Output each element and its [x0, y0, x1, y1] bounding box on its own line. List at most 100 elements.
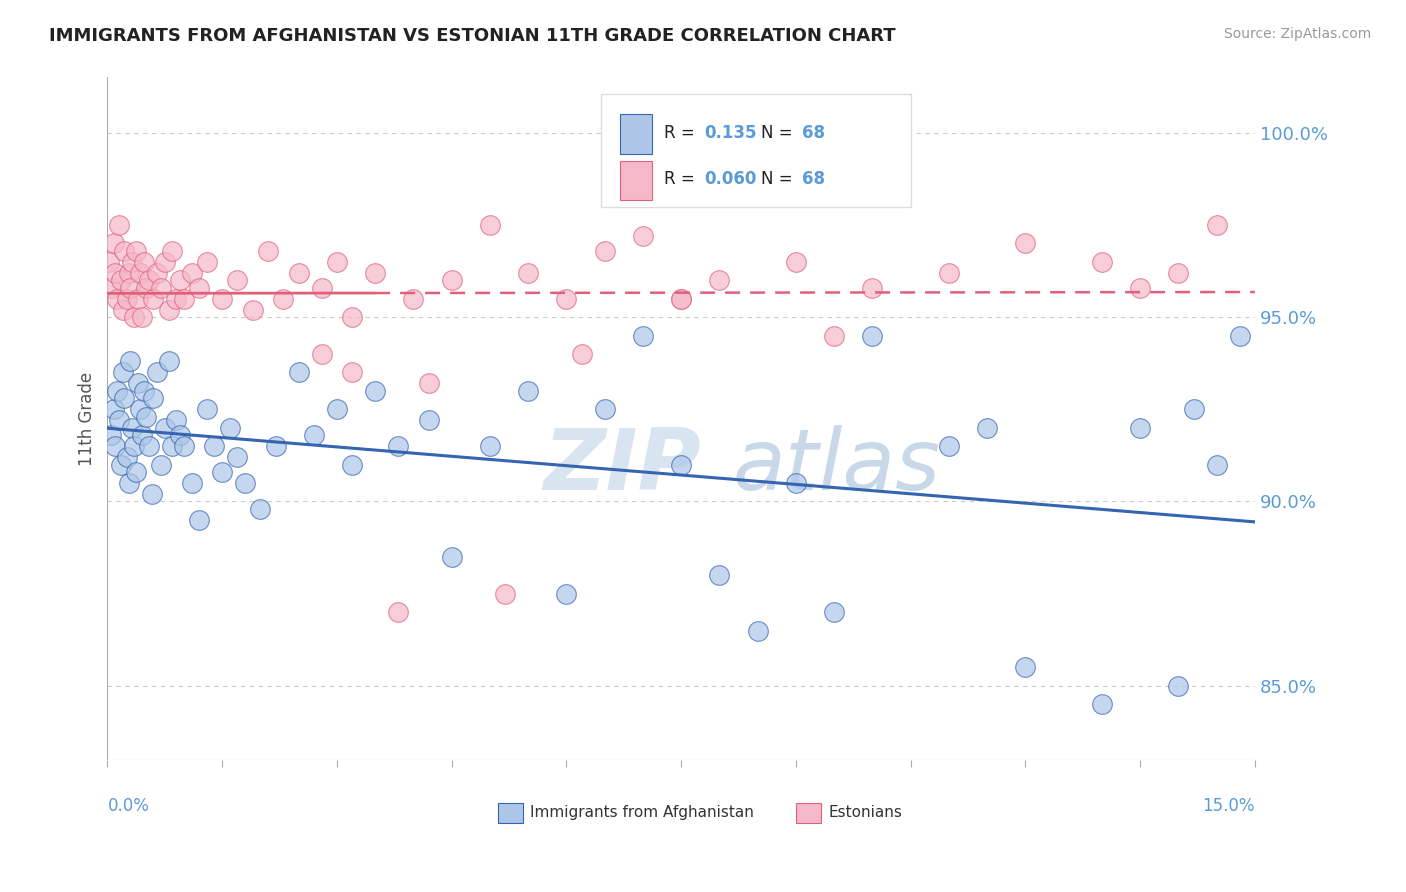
Point [169, 428, 191, 442]
Text: R =: R = [664, 124, 700, 142]
Point [669, 292, 692, 306]
Point [517, 266, 540, 280]
Point [115, 292, 138, 306]
Point [287, 266, 309, 280]
Point [142, 292, 165, 306]
Point [418, 376, 440, 391]
Text: N =: N = [762, 124, 799, 142]
Point [273, 292, 295, 306]
Text: 0.135: 0.135 [704, 124, 756, 142]
Point [340, 310, 363, 325]
Point [1167, 679, 1189, 693]
Point [97, 255, 120, 269]
Text: 0.0%: 0.0% [107, 797, 149, 815]
Point [340, 458, 363, 472]
Point [823, 605, 845, 619]
Point [135, 409, 157, 424]
Point [302, 428, 325, 442]
Point [157, 354, 180, 368]
Point [121, 255, 143, 269]
Point [100, 280, 122, 294]
Point [132, 384, 155, 398]
Text: Estonians: Estonians [828, 805, 901, 821]
Text: 68: 68 [801, 170, 824, 188]
Point [125, 465, 148, 479]
Point [149, 280, 172, 294]
Point [149, 458, 172, 472]
Text: Source: ZipAtlas.com: Source: ZipAtlas.com [1223, 27, 1371, 41]
Point [555, 292, 578, 306]
Point [169, 273, 191, 287]
Point [976, 421, 998, 435]
Point [105, 384, 128, 398]
Point [226, 450, 249, 465]
Point [860, 280, 883, 294]
Point [1129, 421, 1152, 435]
Text: IMMIGRANTS FROM AFGHANISTAN VS ESTONIAN 11TH GRADE CORRELATION CHART: IMMIGRANTS FROM AFGHANISTAN VS ESTONIAN … [49, 27, 896, 45]
Point [121, 421, 143, 435]
Point [1129, 280, 1152, 294]
Point [141, 487, 163, 501]
Point [131, 428, 153, 442]
Point [127, 292, 149, 306]
Point [112, 391, 135, 405]
Bar [620, 114, 652, 154]
Text: Immigrants from Afghanistan: Immigrants from Afghanistan [530, 805, 754, 821]
Point [593, 244, 616, 258]
Point [118, 476, 141, 491]
Point [188, 513, 211, 527]
Bar [796, 803, 821, 823]
Point [1091, 255, 1114, 269]
Point [747, 624, 769, 638]
Y-axis label: 11th Grade: 11th Grade [79, 371, 96, 466]
Point [478, 218, 501, 232]
Point [105, 292, 128, 306]
Point [128, 402, 150, 417]
Point [823, 328, 845, 343]
Text: R =: R = [664, 170, 700, 188]
Point [146, 366, 169, 380]
Point [669, 292, 692, 306]
Point [204, 439, 226, 453]
Point [125, 244, 148, 258]
Point [860, 328, 883, 343]
Point [1014, 236, 1036, 251]
Bar [620, 161, 652, 201]
Point [100, 428, 122, 442]
Point [257, 244, 280, 258]
Point [110, 273, 132, 287]
Text: 68: 68 [801, 124, 824, 142]
Point [364, 266, 387, 280]
Point [138, 273, 160, 287]
Point [242, 302, 264, 317]
Point [110, 458, 132, 472]
Point [162, 244, 184, 258]
Point [938, 439, 960, 453]
Point [195, 402, 218, 417]
Point [128, 266, 150, 280]
Point [122, 439, 145, 453]
Point [1205, 218, 1227, 232]
Point [785, 476, 807, 491]
Point [180, 476, 202, 491]
Point [211, 465, 233, 479]
Text: N =: N = [762, 170, 799, 188]
Point [211, 292, 233, 306]
Point [118, 266, 141, 280]
Point [162, 439, 184, 453]
Point [631, 229, 654, 244]
Point [108, 218, 131, 232]
Point [165, 413, 187, 427]
Point [153, 255, 176, 269]
Point [132, 255, 155, 269]
Bar [498, 803, 523, 823]
Point [402, 292, 425, 306]
Point [157, 302, 180, 317]
Point [120, 280, 142, 294]
Point [112, 244, 135, 258]
Point [1229, 328, 1251, 343]
Point [440, 273, 463, 287]
Point [135, 280, 157, 294]
Point [785, 255, 807, 269]
Point [593, 402, 616, 417]
